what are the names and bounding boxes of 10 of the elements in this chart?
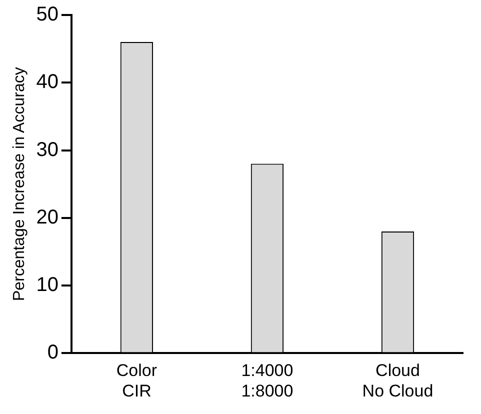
y-tick-label: 30 <box>36 138 58 161</box>
x-tick-label: Color CIR <box>116 361 158 400</box>
y-tick-label: 20 <box>36 206 58 228</box>
y-tick-label: 0 <box>47 342 58 364</box>
x-tick-label: Cloud No Cloud <box>362 361 434 400</box>
y-tick-label: 10 <box>36 274 58 296</box>
x-tick-label: 1:4000 1:8000 <box>241 361 294 400</box>
y-tick-label: 50 <box>36 4 58 26</box>
y-tick-label: 40 <box>36 71 58 94</box>
y-axis-title: Percentage Increase in Accuracy <box>11 67 28 302</box>
